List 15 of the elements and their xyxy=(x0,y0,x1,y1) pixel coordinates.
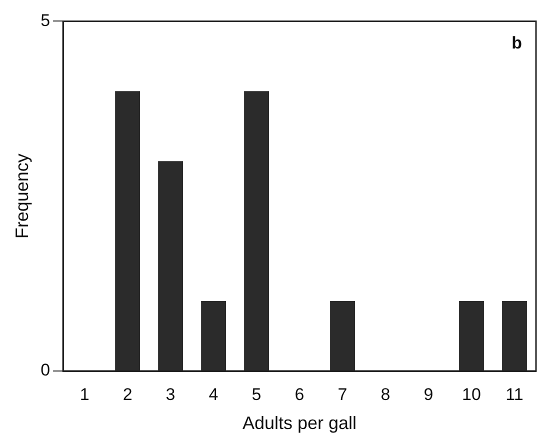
x-tick-label: 4 xyxy=(208,384,218,404)
annotation: b xyxy=(512,33,522,52)
x-tick-label: 8 xyxy=(380,384,390,404)
y-axis-title: Frequency xyxy=(12,154,32,239)
x-tick-label: 2 xyxy=(122,384,132,404)
x-tick-label: 11 xyxy=(506,384,524,404)
x-tick-label: 1 xyxy=(80,384,90,404)
x-tick-label: 5 xyxy=(252,384,262,404)
x-tick-label: 9 xyxy=(424,384,434,404)
x-axis-title: Adults per gall xyxy=(242,413,357,434)
x-tick-label: 10 xyxy=(462,384,481,404)
y-tick-label: 0 xyxy=(40,360,50,380)
x-tick-label: 3 xyxy=(166,384,176,404)
x-tick-label: 7 xyxy=(338,384,348,404)
x-tick-label: 6 xyxy=(294,384,304,404)
